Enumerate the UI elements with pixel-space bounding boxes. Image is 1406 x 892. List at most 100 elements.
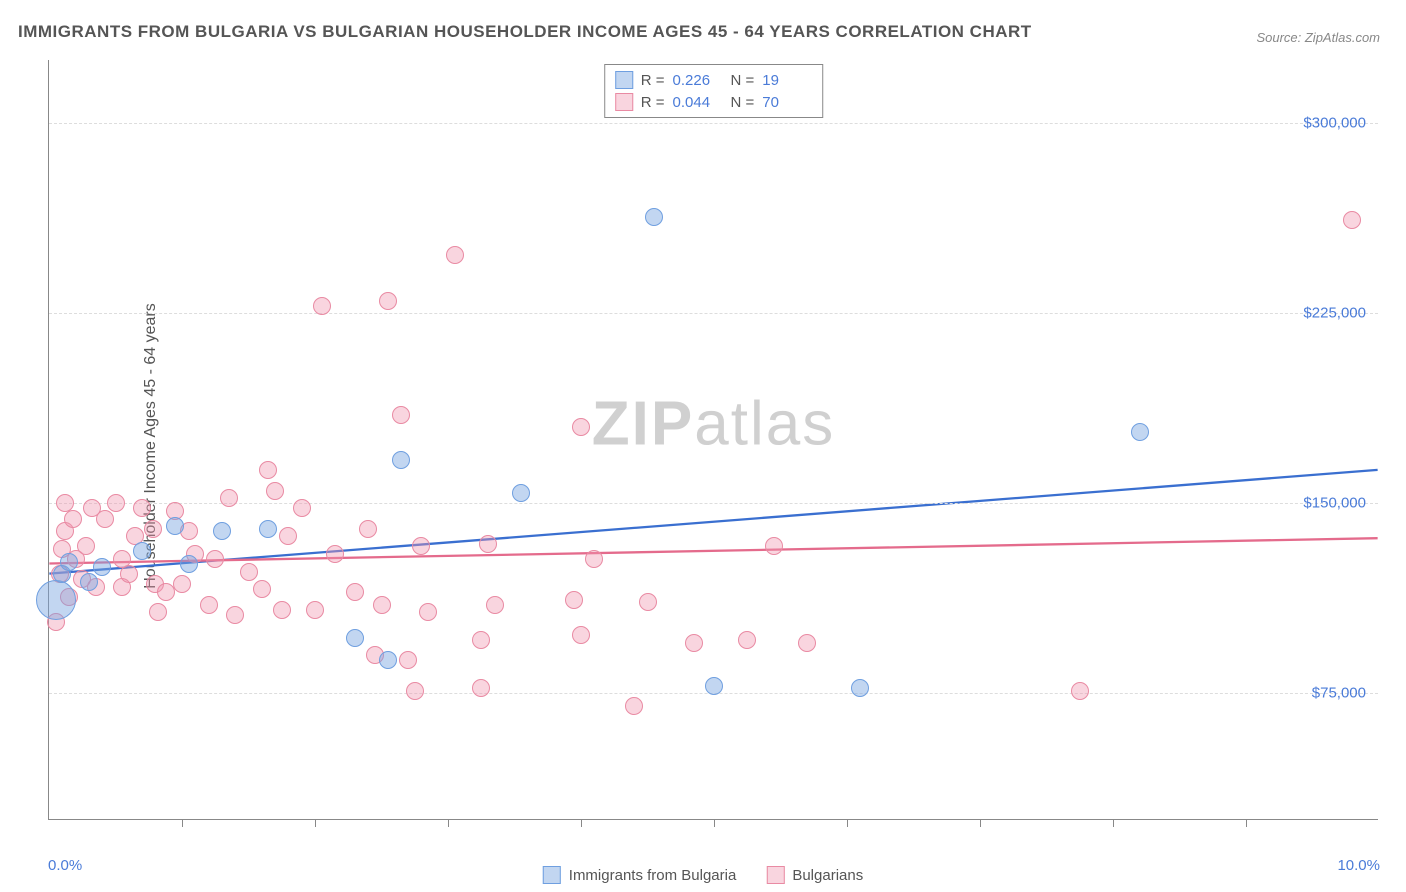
watermark: ZIPatlas: [592, 389, 835, 460]
data-point: [419, 603, 437, 621]
trend-line: [49, 470, 1377, 574]
data-point: [64, 510, 82, 528]
x-tick: [714, 819, 715, 827]
gridline: [49, 313, 1378, 314]
n-label: N =: [731, 94, 755, 111]
x-tick: [1113, 819, 1114, 827]
r-label: R =: [641, 72, 665, 89]
legend-swatch-icon: [766, 866, 784, 884]
watermark-bold: ZIP: [592, 390, 694, 459]
data-point: [479, 535, 497, 553]
data-point: [392, 451, 410, 469]
data-point: [1131, 423, 1149, 441]
data-point: [149, 603, 167, 621]
data-point: [133, 499, 151, 517]
data-point: [259, 461, 277, 479]
data-point: [798, 634, 816, 652]
series-legend: Immigrants from Bulgaria Bulgarians: [543, 866, 863, 884]
data-point: [472, 631, 490, 649]
data-point: [738, 631, 756, 649]
x-tick-label-low: 0.0%: [48, 857, 82, 874]
legend-item-series-1: Bulgarians: [766, 866, 863, 884]
data-point: [96, 510, 114, 528]
n-value: 19: [762, 72, 812, 89]
r-value: 0.226: [673, 72, 723, 89]
data-point: [512, 484, 530, 502]
data-point: [1071, 682, 1089, 700]
data-point: [200, 596, 218, 614]
data-point: [240, 563, 258, 581]
data-point: [379, 651, 397, 669]
data-point: [60, 553, 78, 571]
data-point: [279, 527, 297, 545]
data-point: [36, 580, 76, 620]
trend-line: [49, 538, 1377, 563]
data-point: [639, 593, 657, 611]
source-attribution: Source: ZipAtlas.com: [1256, 30, 1380, 45]
legend-row-series-1: R = 0.044 N = 70: [615, 91, 813, 113]
plot-area: R = 0.226 N = 19 R = 0.044 N = 70 ZIPatl…: [48, 60, 1378, 820]
data-point: [379, 292, 397, 310]
series-name: Immigrants from Bulgaria: [569, 867, 737, 884]
data-point: [253, 580, 271, 598]
watermark-thin: atlas: [694, 390, 835, 459]
data-point: [346, 583, 364, 601]
trend-lines-svg: [49, 60, 1378, 819]
data-point: [273, 601, 291, 619]
data-point: [133, 542, 151, 560]
x-tick: [980, 819, 981, 827]
data-point: [412, 537, 430, 555]
data-point: [572, 626, 590, 644]
data-point: [373, 596, 391, 614]
legend-swatch-icon: [615, 93, 633, 111]
data-point: [851, 679, 869, 697]
n-value: 70: [762, 94, 812, 111]
legend-item-series-0: Immigrants from Bulgaria: [543, 866, 737, 884]
data-point: [685, 634, 703, 652]
data-point: [313, 297, 331, 315]
data-point: [293, 499, 311, 517]
data-point: [585, 550, 603, 568]
data-point: [572, 418, 590, 436]
y-tick-label: $225,000: [1303, 305, 1366, 322]
data-point: [765, 537, 783, 555]
correlation-legend: R = 0.226 N = 19 R = 0.044 N = 70: [604, 64, 824, 118]
data-point: [107, 494, 125, 512]
data-point: [80, 573, 98, 591]
data-point: [399, 651, 417, 669]
data-point: [266, 482, 284, 500]
x-tick: [182, 819, 183, 827]
data-point: [259, 520, 277, 538]
data-point: [206, 550, 224, 568]
data-point: [220, 489, 238, 507]
x-tick: [315, 819, 316, 827]
r-value: 0.044: [673, 94, 723, 111]
y-tick-label: $75,000: [1312, 685, 1366, 702]
x-tick: [581, 819, 582, 827]
data-point: [120, 565, 138, 583]
x-tick: [1246, 819, 1247, 827]
data-point: [359, 520, 377, 538]
x-tick: [448, 819, 449, 827]
data-point: [93, 558, 111, 576]
data-point: [392, 406, 410, 424]
data-point: [446, 246, 464, 264]
legend-row-series-0: R = 0.226 N = 19: [615, 69, 813, 91]
legend-swatch-icon: [615, 71, 633, 89]
data-point: [625, 697, 643, 715]
x-tick: [847, 819, 848, 827]
data-point: [180, 555, 198, 573]
data-point: [306, 601, 324, 619]
n-label: N =: [731, 72, 755, 89]
chart-title: IMMIGRANTS FROM BULGARIA VS BULGARIAN HO…: [18, 22, 1032, 42]
gridline: [49, 503, 1378, 504]
legend-swatch-icon: [543, 866, 561, 884]
data-point: [346, 629, 364, 647]
data-point: [486, 596, 504, 614]
data-point: [472, 679, 490, 697]
data-point: [326, 545, 344, 563]
data-point: [565, 591, 583, 609]
data-point: [77, 537, 95, 555]
gridline: [49, 123, 1378, 124]
x-tick-label-high: 10.0%: [1337, 857, 1380, 874]
